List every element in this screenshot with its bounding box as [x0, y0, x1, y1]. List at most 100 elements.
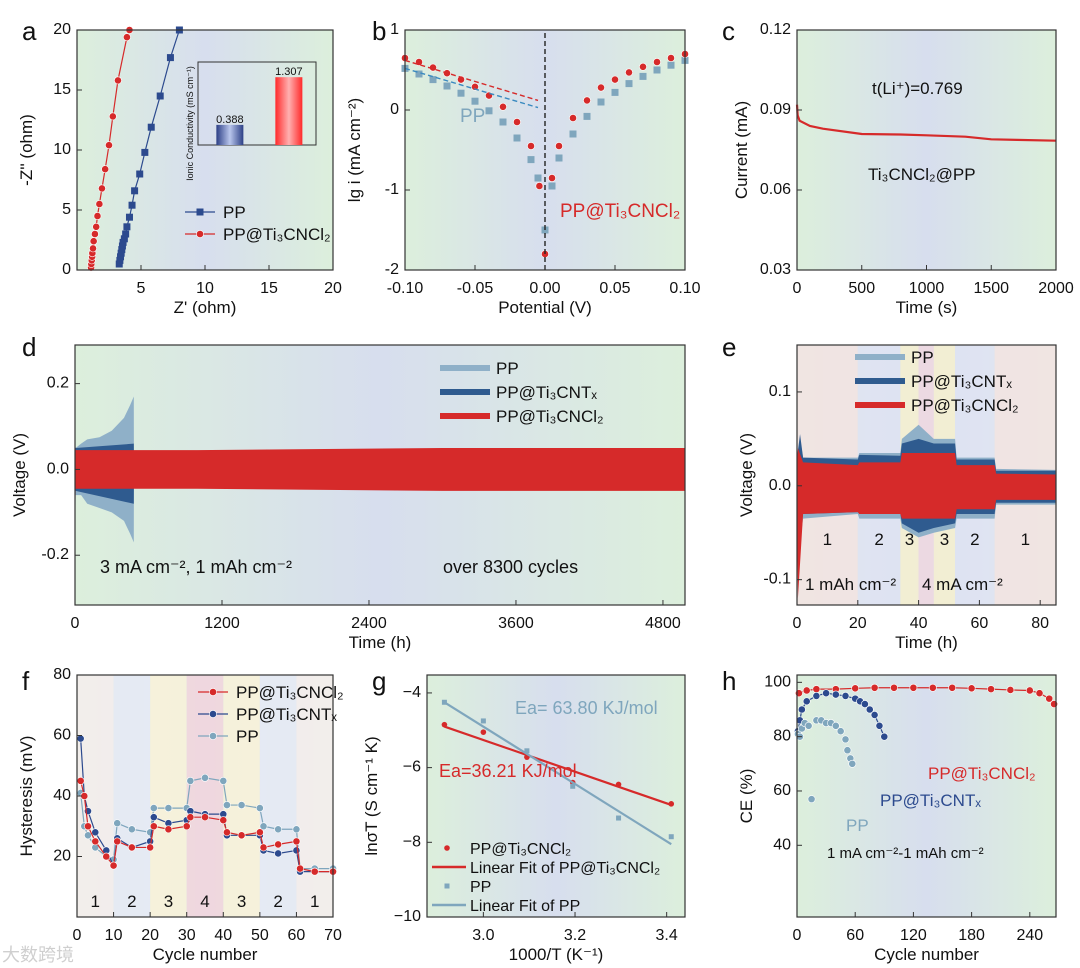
- region-band: [296, 675, 333, 917]
- legend-label: PP@Ti₃CNCl₂: [470, 841, 571, 858]
- y-tick-label: -1: [385, 181, 399, 198]
- data-point: [513, 134, 521, 142]
- x-tick-label: 50: [251, 927, 269, 944]
- series-layer: [441, 699, 675, 846]
- y-axis-label: Voltage (V): [10, 433, 29, 517]
- x-tick-label: 0: [793, 927, 802, 944]
- data-point: [535, 182, 544, 190]
- data-point: [122, 230, 130, 238]
- legend-entry: PP: [444, 879, 491, 896]
- legend-entry: PP: [440, 359, 519, 378]
- data-point: [807, 795, 816, 804]
- series-Linear Fit of PP: [443, 701, 672, 846]
- x-tick-label: 15: [260, 280, 278, 297]
- y-tick-label: −4: [403, 684, 421, 701]
- data-point: [119, 238, 127, 246]
- series-PP tangent: [404, 67, 539, 109]
- data-point: [219, 816, 228, 825]
- y-tick-label: 40: [53, 787, 71, 804]
- data-point: [123, 33, 131, 42]
- series-layer: [75, 396, 685, 556]
- plot-frame: [74, 344, 686, 606]
- legend-label: Linear Fit of PP: [470, 898, 580, 915]
- legend-label: PP@Ti₃CNTₓ: [236, 705, 337, 724]
- data-point: [109, 861, 118, 870]
- x-tick-label: 10: [105, 927, 123, 944]
- data-point: [667, 61, 675, 69]
- data-point: [1006, 686, 1015, 694]
- y-tick-label: 0: [62, 261, 71, 278]
- annotation: t(Li⁺)=0.769: [872, 79, 963, 98]
- data-point: [237, 831, 246, 840]
- data-point: [499, 118, 507, 126]
- data-point: [274, 840, 283, 849]
- y-tick-label: 40: [773, 836, 791, 853]
- y-tick-label: 0.2: [47, 375, 69, 392]
- data-point: [797, 705, 806, 714]
- x-tick-label: 3.2: [564, 927, 586, 944]
- y-tick-label: 80: [773, 728, 791, 745]
- data-point: [131, 187, 139, 195]
- data-point: [125, 213, 133, 221]
- y-tick-label: 0.1: [769, 383, 791, 400]
- data-point: [471, 97, 479, 105]
- inset-y-label: Ionic Conductivity (mS cm⁻¹): [185, 66, 195, 181]
- region-label: 1: [1021, 530, 1030, 549]
- series-line: [404, 59, 539, 102]
- data-point: [639, 62, 647, 71]
- legend-marker: [196, 230, 204, 238]
- data-point: [1035, 689, 1044, 698]
- data-point: [583, 112, 591, 120]
- x-tick-label: 40: [910, 615, 928, 632]
- data-point: [113, 837, 122, 846]
- region-label: 1: [91, 892, 100, 911]
- data-point: [865, 705, 874, 714]
- data-point: [296, 864, 304, 873]
- data-point: [186, 776, 195, 785]
- data-point: [118, 242, 126, 250]
- y-tick-label: 0.12: [760, 21, 791, 38]
- data-point: [499, 102, 507, 111]
- region-label: 1: [823, 530, 832, 549]
- region-label: 4: [200, 892, 209, 911]
- data-point: [812, 685, 821, 694]
- region-label: 2: [970, 530, 979, 549]
- annotation: PP: [460, 106, 485, 127]
- y-tick-label: 5: [62, 201, 71, 218]
- region-band: [150, 675, 187, 917]
- panel-e: 1 2 3 3 2 1 0 20 40 60 80 -0.1 0.0 0.1 Time (h) Voltage…: [722, 332, 1057, 652]
- y-tick-label: 10: [53, 141, 71, 158]
- data-point: [948, 683, 957, 692]
- data-point: [616, 815, 622, 821]
- x-tick-label: 0: [71, 615, 80, 632]
- data-point: [149, 813, 158, 822]
- data-point: [851, 684, 860, 693]
- data-point: [831, 721, 840, 730]
- x-tick-label: 3600: [498, 615, 534, 632]
- data-point: [141, 148, 149, 156]
- x-axis-label: Potential (V): [498, 298, 592, 317]
- region-label: 2: [874, 530, 883, 549]
- data-point: [201, 813, 209, 822]
- data-point: [611, 75, 619, 84]
- x-tick-label: 0: [793, 280, 802, 297]
- data-point: [166, 54, 174, 62]
- legend-entry: Linear Fit of PP@Ti₃CNCl₂: [432, 860, 660, 877]
- data-point: [113, 819, 122, 828]
- panel-letter: g: [372, 666, 386, 696]
- data-point: [164, 825, 173, 834]
- panel-letter: h: [722, 666, 736, 696]
- legend-entry: PP@Ti₃CNCl₂: [198, 683, 344, 702]
- series-PP@Ti₃CNCl₂: [76, 776, 337, 876]
- region-label: 2: [273, 892, 282, 911]
- data-point: [831, 690, 840, 699]
- x-tick-label: 20: [324, 280, 342, 297]
- data-point: [84, 831, 92, 840]
- y-axis-label: Current (mA): [732, 101, 751, 199]
- y-tick-label: -2: [385, 261, 399, 278]
- data-point: [219, 776, 228, 785]
- x-tick-label: 5: [137, 280, 146, 297]
- legend-entry: PP@Ti₃CNTₓ: [440, 383, 597, 402]
- x-tick-label: 4800: [645, 615, 681, 632]
